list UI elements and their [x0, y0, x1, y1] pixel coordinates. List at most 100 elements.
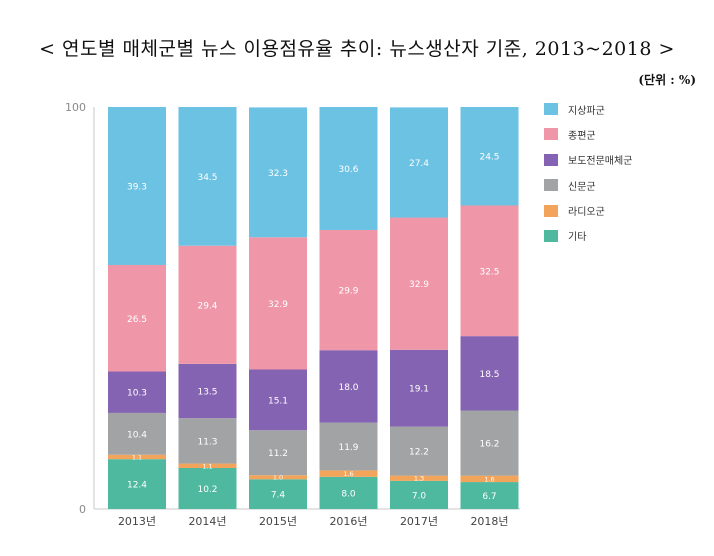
legend-item: 지상파군 — [544, 103, 632, 117]
x-tick-label: 2018년 — [470, 515, 508, 528]
bar-segment — [178, 245, 237, 364]
legend-label: 라디오군 — [568, 207, 605, 219]
y-tick-label: 0 — [79, 503, 86, 516]
data-label: 12.4 — [127, 481, 147, 491]
data-label: 27.4 — [409, 159, 429, 169]
bar-segment — [460, 205, 519, 337]
bar-segment — [390, 349, 448, 427]
legend-item: 기타 — [544, 229, 632, 244]
x-tick-label: 2015년 — [259, 515, 297, 528]
bar-segment — [319, 470, 378, 477]
data-label: 6.7 — [482, 492, 496, 502]
data-label: 24.5 — [479, 153, 499, 163]
data-label: 26.5 — [127, 315, 147, 325]
y-tick-label: 100 — [65, 101, 86, 114]
bar-segment — [390, 107, 448, 218]
legend-label: 지상파군 — [568, 105, 605, 117]
legend-item: 신문군 — [544, 179, 632, 193]
bar-segment — [178, 467, 237, 509]
bar-segment — [249, 475, 307, 480]
legend-swatch — [544, 103, 558, 115]
bar-segment — [249, 237, 307, 370]
data-label: 1.1 — [202, 462, 212, 470]
chart-legend: 지상파군 종편군 보도전문매체군 신문군 라디오군 기타 — [544, 103, 632, 255]
data-label: 32.9 — [409, 280, 429, 290]
bar-segment — [390, 480, 448, 509]
data-label: 13.5 — [197, 388, 217, 398]
x-tick-label: 2014년 — [188, 515, 226, 528]
bar-segment — [178, 363, 237, 419]
data-label: 1.6 — [484, 475, 494, 483]
data-label: 32.9 — [268, 300, 288, 310]
bar-segment — [390, 475, 448, 481]
legend-swatch — [544, 204, 558, 217]
data-label: 8.0 — [341, 489, 356, 499]
legend-item: 보도전문매체군 — [544, 153, 633, 168]
legend-label: 보도전문매체군 — [568, 156, 633, 168]
data-label: 39.3 — [127, 182, 147, 192]
bar-segment — [460, 107, 519, 206]
bar-segment — [390, 426, 448, 476]
legend-swatch — [544, 128, 558, 141]
data-label: 10.3 — [127, 389, 147, 399]
data-label: 32.5 — [479, 267, 499, 277]
data-label: 11.2 — [268, 449, 288, 459]
data-label: 7.0 — [412, 491, 427, 501]
data-label: 10.2 — [197, 485, 217, 495]
bar-segment — [178, 418, 237, 464]
legend-swatch — [544, 229, 558, 242]
data-label: 34.5 — [197, 173, 217, 183]
bar-segment — [249, 479, 307, 509]
bar-segment — [108, 264, 166, 372]
bar-segment — [108, 454, 166, 460]
bar-segment — [460, 475, 519, 483]
data-label: 11.3 — [197, 437, 217, 447]
data-label: 32.3 — [268, 169, 288, 179]
data-label: 7.4 — [271, 491, 286, 501]
data-label: 15.1 — [268, 396, 288, 406]
legend-label: 종편군 — [568, 130, 596, 142]
bar-segment — [108, 459, 166, 509]
data-label: 29.4 — [197, 301, 217, 311]
chart-title: < 연도별 매체군별 뉴스 이용점유율 추이: 뉴스생산자 기준, 2013~2… — [39, 38, 675, 60]
data-label: 18.5 — [479, 370, 499, 380]
bar-segment — [319, 230, 378, 351]
data-label: 16.2 — [479, 440, 499, 450]
bar-segment — [319, 422, 378, 471]
x-tick-label: 2017년 — [400, 515, 438, 528]
bar-segment — [108, 412, 166, 455]
legend-swatch — [544, 179, 558, 192]
bar-segment — [108, 107, 166, 265]
legend-item: 라디오군 — [544, 204, 632, 219]
bar-segment — [460, 482, 519, 509]
bar-segment — [319, 350, 378, 423]
bar-segment — [319, 476, 378, 509]
legend-label: 신문군 — [568, 181, 596, 193]
bar-segment — [108, 371, 166, 413]
bar-segment — [178, 463, 237, 468]
data-label: 11.9 — [338, 443, 358, 453]
x-tick-label: 2016년 — [329, 515, 367, 528]
unit-label: (단위 : %) — [638, 73, 696, 87]
data-label: 1.3 — [414, 475, 424, 483]
bar-segment — [249, 430, 307, 476]
legend-swatch — [544, 153, 558, 166]
bar-segment — [249, 107, 307, 238]
x-tick-label: 2013년 — [118, 515, 156, 528]
bar-segment — [460, 410, 519, 476]
data-label: 12.2 — [409, 448, 429, 458]
bar-segment — [249, 369, 307, 431]
bar-segment — [178, 107, 237, 246]
legend-label: 기타 — [568, 232, 587, 244]
data-label: 19.1 — [409, 385, 429, 395]
legend-item: 종편군 — [544, 128, 632, 142]
bar-segment — [390, 217, 448, 350]
bar-segment — [319, 107, 378, 231]
data-label: 30.6 — [338, 165, 358, 175]
data-label: 29.9 — [338, 287, 358, 297]
data-label: 10.4 — [127, 430, 147, 440]
data-label: 1.1 — [132, 453, 142, 461]
data-label: 1.6 — [343, 470, 353, 478]
data-label: 18.0 — [338, 383, 358, 393]
